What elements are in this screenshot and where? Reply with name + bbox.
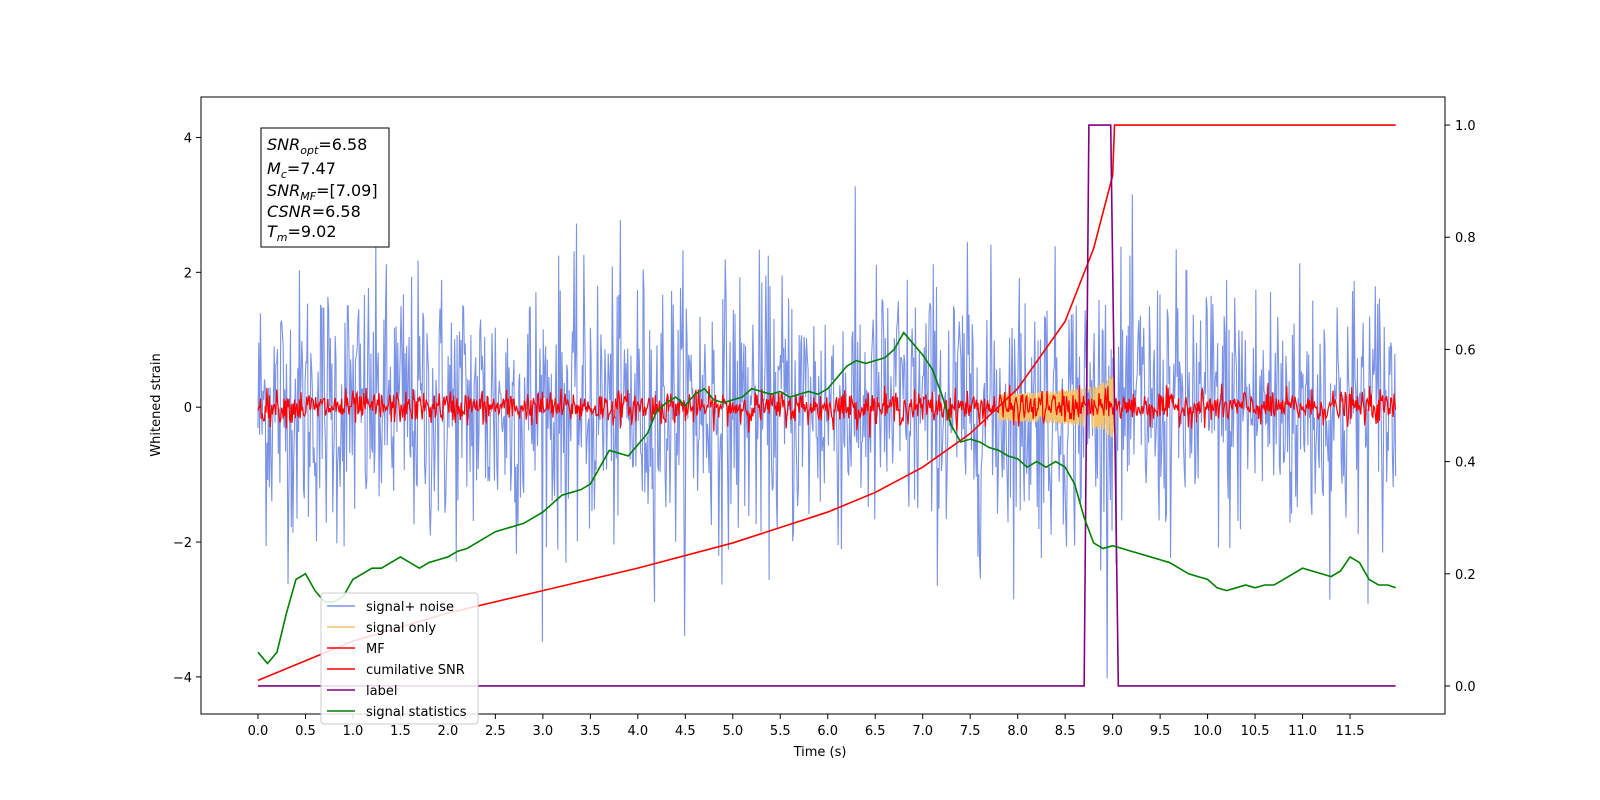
series-mf [257,383,1397,438]
y-right-tick-label: 0.0 [1455,680,1476,695]
x-tick-label: 7.5 [960,724,981,739]
x-tick-label: 4.5 [675,724,696,739]
info-snr-mf: SNRMF=[7.09] [267,181,378,203]
x-tick-label: 11.0 [1288,724,1317,739]
x-tick-label: 6.0 [817,724,838,739]
series-signal-only [998,375,1118,438]
x-tick-label: 6.5 [865,724,886,739]
y-right-tick-label: 1.0 [1455,119,1476,134]
series-layer [257,124,1397,687]
x-tick-label: 9.0 [1102,724,1123,739]
legend: signal+ noise signal only MF cumilative SNR… [320,592,479,725]
x-tick-label: 10.0 [1193,724,1222,739]
y-axis-right: 1.0 0.8 0.6 0.4 0.2 0.0 [1445,119,1476,695]
legend-label-label: label [366,684,397,699]
x-tick-label: 2.0 [438,724,459,739]
x-tick-label: 9.5 [1150,724,1171,739]
info-tm: Tm=9.02 [267,222,337,244]
y-axis-title: Whitened strain [149,353,164,456]
info-csnr: CSNR=6.58 [267,202,361,221]
x-axis-title: Time (s) [793,745,847,760]
x-tick-label: 0.5 [295,724,316,739]
info-box: SNRopt=6.58 Mc=7.47 SNRMF=[7.09] CSNR=6.… [260,127,390,248]
series-label [257,124,1396,687]
x-tick-label: 5.0 [722,724,743,739]
x-tick-label: 1.0 [343,724,364,739]
plot-frame [200,96,1446,715]
x-tick-label: 7.0 [912,724,933,739]
y-right-tick-label: 0.6 [1455,343,1476,358]
info-mc: Mc=7.47 [267,159,336,181]
legend-label-cumilative-snr: cumilative SNR [366,663,465,678]
y-axis-left: 4 2 0 −2 −4 [173,131,201,686]
y-left-tick-label: 2 [184,266,192,281]
x-tick-label: 8.5 [1055,724,1076,739]
x-tick-label: 2.5 [485,724,506,739]
legend-label-signal-noise: signal+ noise [366,600,454,615]
y-left-tick-label: 0 [184,401,192,416]
x-tick-label: 1.5 [390,724,411,739]
y-left-tick-label: −4 [173,671,192,686]
series-signal-statistics [257,331,1396,665]
series-signal-noise [257,186,1397,679]
x-tick-label: 4.0 [627,724,648,739]
y-right-tick-label: 0.2 [1455,568,1476,583]
x-tick-label: 5.5 [770,724,791,739]
x-tick-label: 10.5 [1241,724,1270,739]
x-tick-label: 11.5 [1336,724,1365,739]
x-axis: 0.0 0.5 1.0 1.5 2.0 2.5 3.0 3.5 4.0 4.5 5.0 5.5 6.0 6… [248,714,1365,739]
series-cumilative-snr [257,124,1396,682]
info-snr-opt: SNRopt=6.58 [267,135,367,157]
x-tick-label: 3.0 [533,724,554,739]
y-left-tick-label: −2 [173,536,192,551]
x-tick-label: 3.5 [580,724,601,739]
x-tick-label: 0.0 [248,724,269,739]
x-tick-label: 8.0 [1007,724,1028,739]
y-right-tick-label: 0.4 [1455,456,1476,471]
legend-label-mf: MF [366,642,385,657]
legend-label-signal-only: signal only [366,621,436,636]
y-right-tick-label: 0.8 [1455,231,1476,246]
y-left-tick-label: 4 [184,131,192,146]
legend-label-signal-statistics: signal statistics [366,705,467,720]
